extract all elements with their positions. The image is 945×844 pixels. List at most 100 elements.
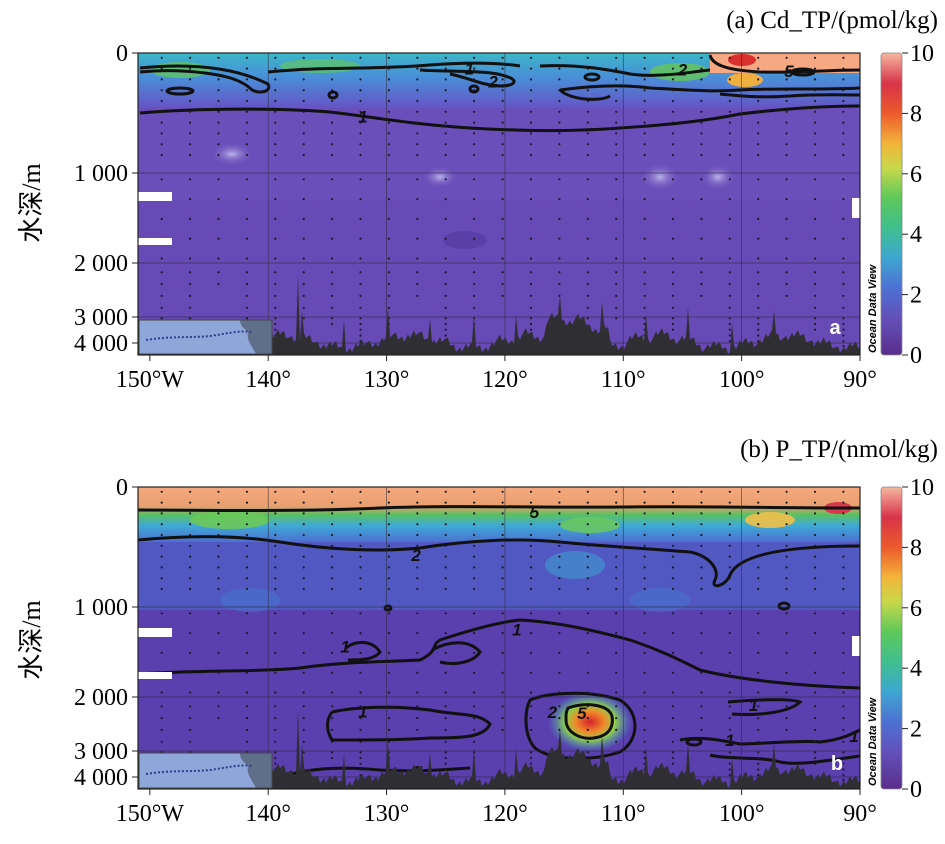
- sample-dot: [501, 544, 504, 547]
- sample-dot: [615, 121, 618, 124]
- sample-dot: [842, 78, 845, 81]
- sample-dot: [700, 490, 703, 493]
- sample-dot: [416, 691, 419, 694]
- sample-dot: [728, 728, 731, 732]
- sample-dot: [728, 89, 731, 92]
- sample-dot: [529, 237, 533, 240]
- sample-dot: [416, 651, 419, 655]
- sample-dot: [615, 317, 618, 320]
- sample-dot: [529, 132, 533, 135]
- sample-dot: [473, 512, 476, 515]
- colorbar-tick-label: 2: [910, 283, 922, 309]
- sample-dot: [757, 271, 760, 274]
- sample-dot: [302, 67, 305, 70]
- sample-dot: [785, 512, 788, 515]
- sample-dot: [444, 544, 447, 547]
- sample-dot: [813, 317, 817, 320]
- sample-dot: [586, 651, 589, 655]
- sample-dot: [189, 306, 192, 309]
- sample-dot: [757, 306, 760, 309]
- sample-dot: [359, 740, 362, 743]
- sample-dot: [558, 283, 561, 286]
- sample-dot: [245, 523, 248, 526]
- sample-dot: [643, 751, 646, 754]
- sample-dot: [444, 768, 447, 771]
- data-gap: [138, 672, 172, 679]
- sample-dot: [842, 344, 845, 348]
- sample-dot: [558, 217, 561, 220]
- sample-dot: [359, 651, 362, 655]
- sample-dot: [558, 587, 561, 591]
- sample-dot: [671, 283, 675, 286]
- sample-dot: [359, 756, 362, 760]
- sample-dot: [473, 217, 476, 220]
- sample-dot: [813, 89, 817, 92]
- sample-dot: [473, 717, 476, 720]
- sample-dot: [842, 774, 845, 777]
- sample-dot: [302, 178, 305, 181]
- sample-dot: [757, 99, 760, 103]
- sample-dot: [728, 671, 731, 674]
- sample-dot: [302, 294, 305, 297]
- colorbar-tick-label: 0: [910, 777, 922, 803]
- panel-a-green-patch: [650, 63, 710, 81]
- sample-dot: [643, 306, 646, 309]
- sample-dot: [387, 632, 390, 635]
- sample-dot: [302, 121, 305, 124]
- sample-dot: [501, 56, 504, 59]
- sample-dot: [189, 717, 192, 720]
- sample-dot: [842, 121, 845, 124]
- sample-dot: [302, 523, 305, 526]
- sample-dot: [189, 89, 192, 92]
- sample-dot: [274, 271, 277, 274]
- sample-dot: [586, 89, 589, 92]
- sample-dot: [302, 306, 305, 309]
- sample-dot: [757, 632, 760, 635]
- sample-dot: [615, 544, 618, 547]
- sample-dot: [643, 490, 646, 493]
- sample-dot: [757, 691, 760, 694]
- sample-dot: [728, 651, 731, 655]
- sample-dot: [245, 512, 248, 515]
- sample-dot: [615, 198, 618, 201]
- sample-dot: [274, 99, 277, 103]
- sample-dot: [501, 533, 504, 537]
- sample-dot: [615, 705, 618, 708]
- sample-dot: [473, 523, 476, 526]
- sample-dot: [501, 587, 504, 591]
- sample-dot: [274, 132, 277, 135]
- sample-dot: [643, 501, 646, 504]
- sample-dot: [274, 577, 277, 580]
- sample-dot: [700, 501, 703, 504]
- sample-dot: [274, 217, 277, 220]
- sample-dot: [302, 99, 305, 103]
- sample-dot: [842, 671, 845, 674]
- sample-dot: [245, 705, 248, 708]
- x-tick-label: 90°: [843, 367, 877, 393]
- sample-dot: [700, 544, 703, 547]
- sample-dot: [245, 283, 248, 286]
- sample-dot: [331, 178, 334, 181]
- sample-dot: [217, 717, 220, 720]
- data-gap: [138, 628, 172, 637]
- sample-dot: [416, 555, 419, 558]
- sample-dot: [359, 328, 362, 331]
- inset-map-frame: [138, 319, 273, 355]
- sample-dot: [671, 577, 675, 580]
- sample-dot: [189, 671, 192, 674]
- sample-dot: [700, 67, 703, 70]
- sample-dot: [189, 67, 192, 70]
- sample-dot: [558, 99, 561, 103]
- sample-dot: [842, 271, 845, 274]
- sample-dot: [416, 632, 419, 635]
- sample-dot: [586, 577, 589, 580]
- sample-dot: [217, 153, 220, 157]
- sample-dot: [387, 490, 390, 493]
- panel-b-white-gaps: [138, 628, 860, 679]
- sample-dot: [416, 490, 419, 493]
- sample-dot: [529, 632, 533, 635]
- sample-dot: [501, 490, 504, 493]
- sample-dot: [501, 705, 504, 708]
- sample-dot: [217, 632, 220, 635]
